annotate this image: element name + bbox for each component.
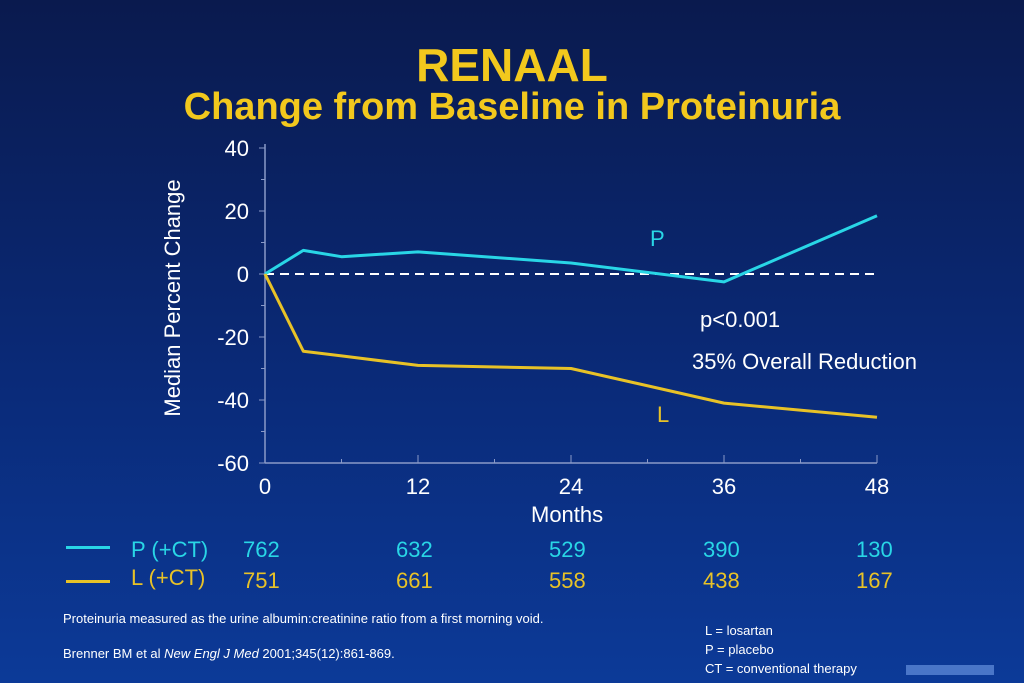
losartan-series-line	[263, 273, 878, 419]
patients-count-losartan: 438	[703, 568, 740, 593]
citation-prefix: Brenner BM et al	[63, 646, 165, 661]
x-tick-label: 24	[559, 474, 583, 499]
legend-swatch-placebo	[66, 546, 110, 549]
abbreviation-ct: CT = conventional therapy	[705, 661, 857, 676]
abbreviation-l: L = losartan	[705, 623, 773, 638]
slide-title: RENAAL	[416, 39, 608, 91]
citation-suffix: 2001;345(12):861-869.	[258, 646, 395, 661]
losartan-line-label: L	[657, 402, 670, 427]
patients-count-losartan: 661	[396, 568, 433, 593]
patients-count-placebo: 632	[396, 537, 433, 562]
x-tick-label: 12	[406, 474, 430, 499]
reduction-annotation: 35% Overall Reduction	[692, 349, 918, 374]
decorative-bar	[906, 665, 994, 675]
y-tick-label: 40	[225, 136, 249, 161]
legend-swatch-losartan	[66, 580, 110, 583]
p-value-annotation: p<0.001	[700, 307, 781, 332]
citation-journal: New Engl J Med	[164, 646, 259, 661]
patients-count-placebo: 130	[856, 537, 893, 562]
citation: Brenner BM et al New Engl J Med 2001;345…	[63, 646, 395, 661]
y-tick-label: 20	[225, 199, 249, 224]
legend-label-losartan: L (+CT)	[131, 565, 206, 590]
legend-label-placebo: P (+CT)	[131, 537, 209, 562]
patients-count-placebo: 390	[703, 537, 740, 562]
y-tick-label: 0	[237, 262, 249, 287]
x-tick-label: 0	[259, 474, 271, 499]
patients-count-losartan: 558	[549, 568, 586, 593]
x-tick-label: 48	[865, 474, 889, 499]
footnote: Proteinuria measured as the urine albumi…	[63, 611, 544, 626]
y-tick-label: -20	[217, 325, 249, 350]
slide-subtitle: Change from Baseline in Proteinuria	[183, 86, 841, 128]
y-axis-label: Median Percent Change	[160, 179, 185, 417]
patients-count-losartan: 167	[856, 568, 893, 593]
x-axis-label: Months	[531, 502, 604, 527]
abbreviation-p: P = placebo	[705, 642, 774, 657]
x-tick-label: 36	[712, 474, 736, 499]
patients-count-placebo: 529	[549, 537, 586, 562]
placebo-line-label: P	[650, 226, 665, 251]
patients-count-losartan: 751	[243, 568, 280, 593]
y-tick-label: -40	[217, 388, 249, 413]
y-tick-label: -60	[217, 451, 249, 476]
patients-count-placebo: 762	[243, 537, 280, 562]
placebo-series-line	[264, 214, 878, 284]
